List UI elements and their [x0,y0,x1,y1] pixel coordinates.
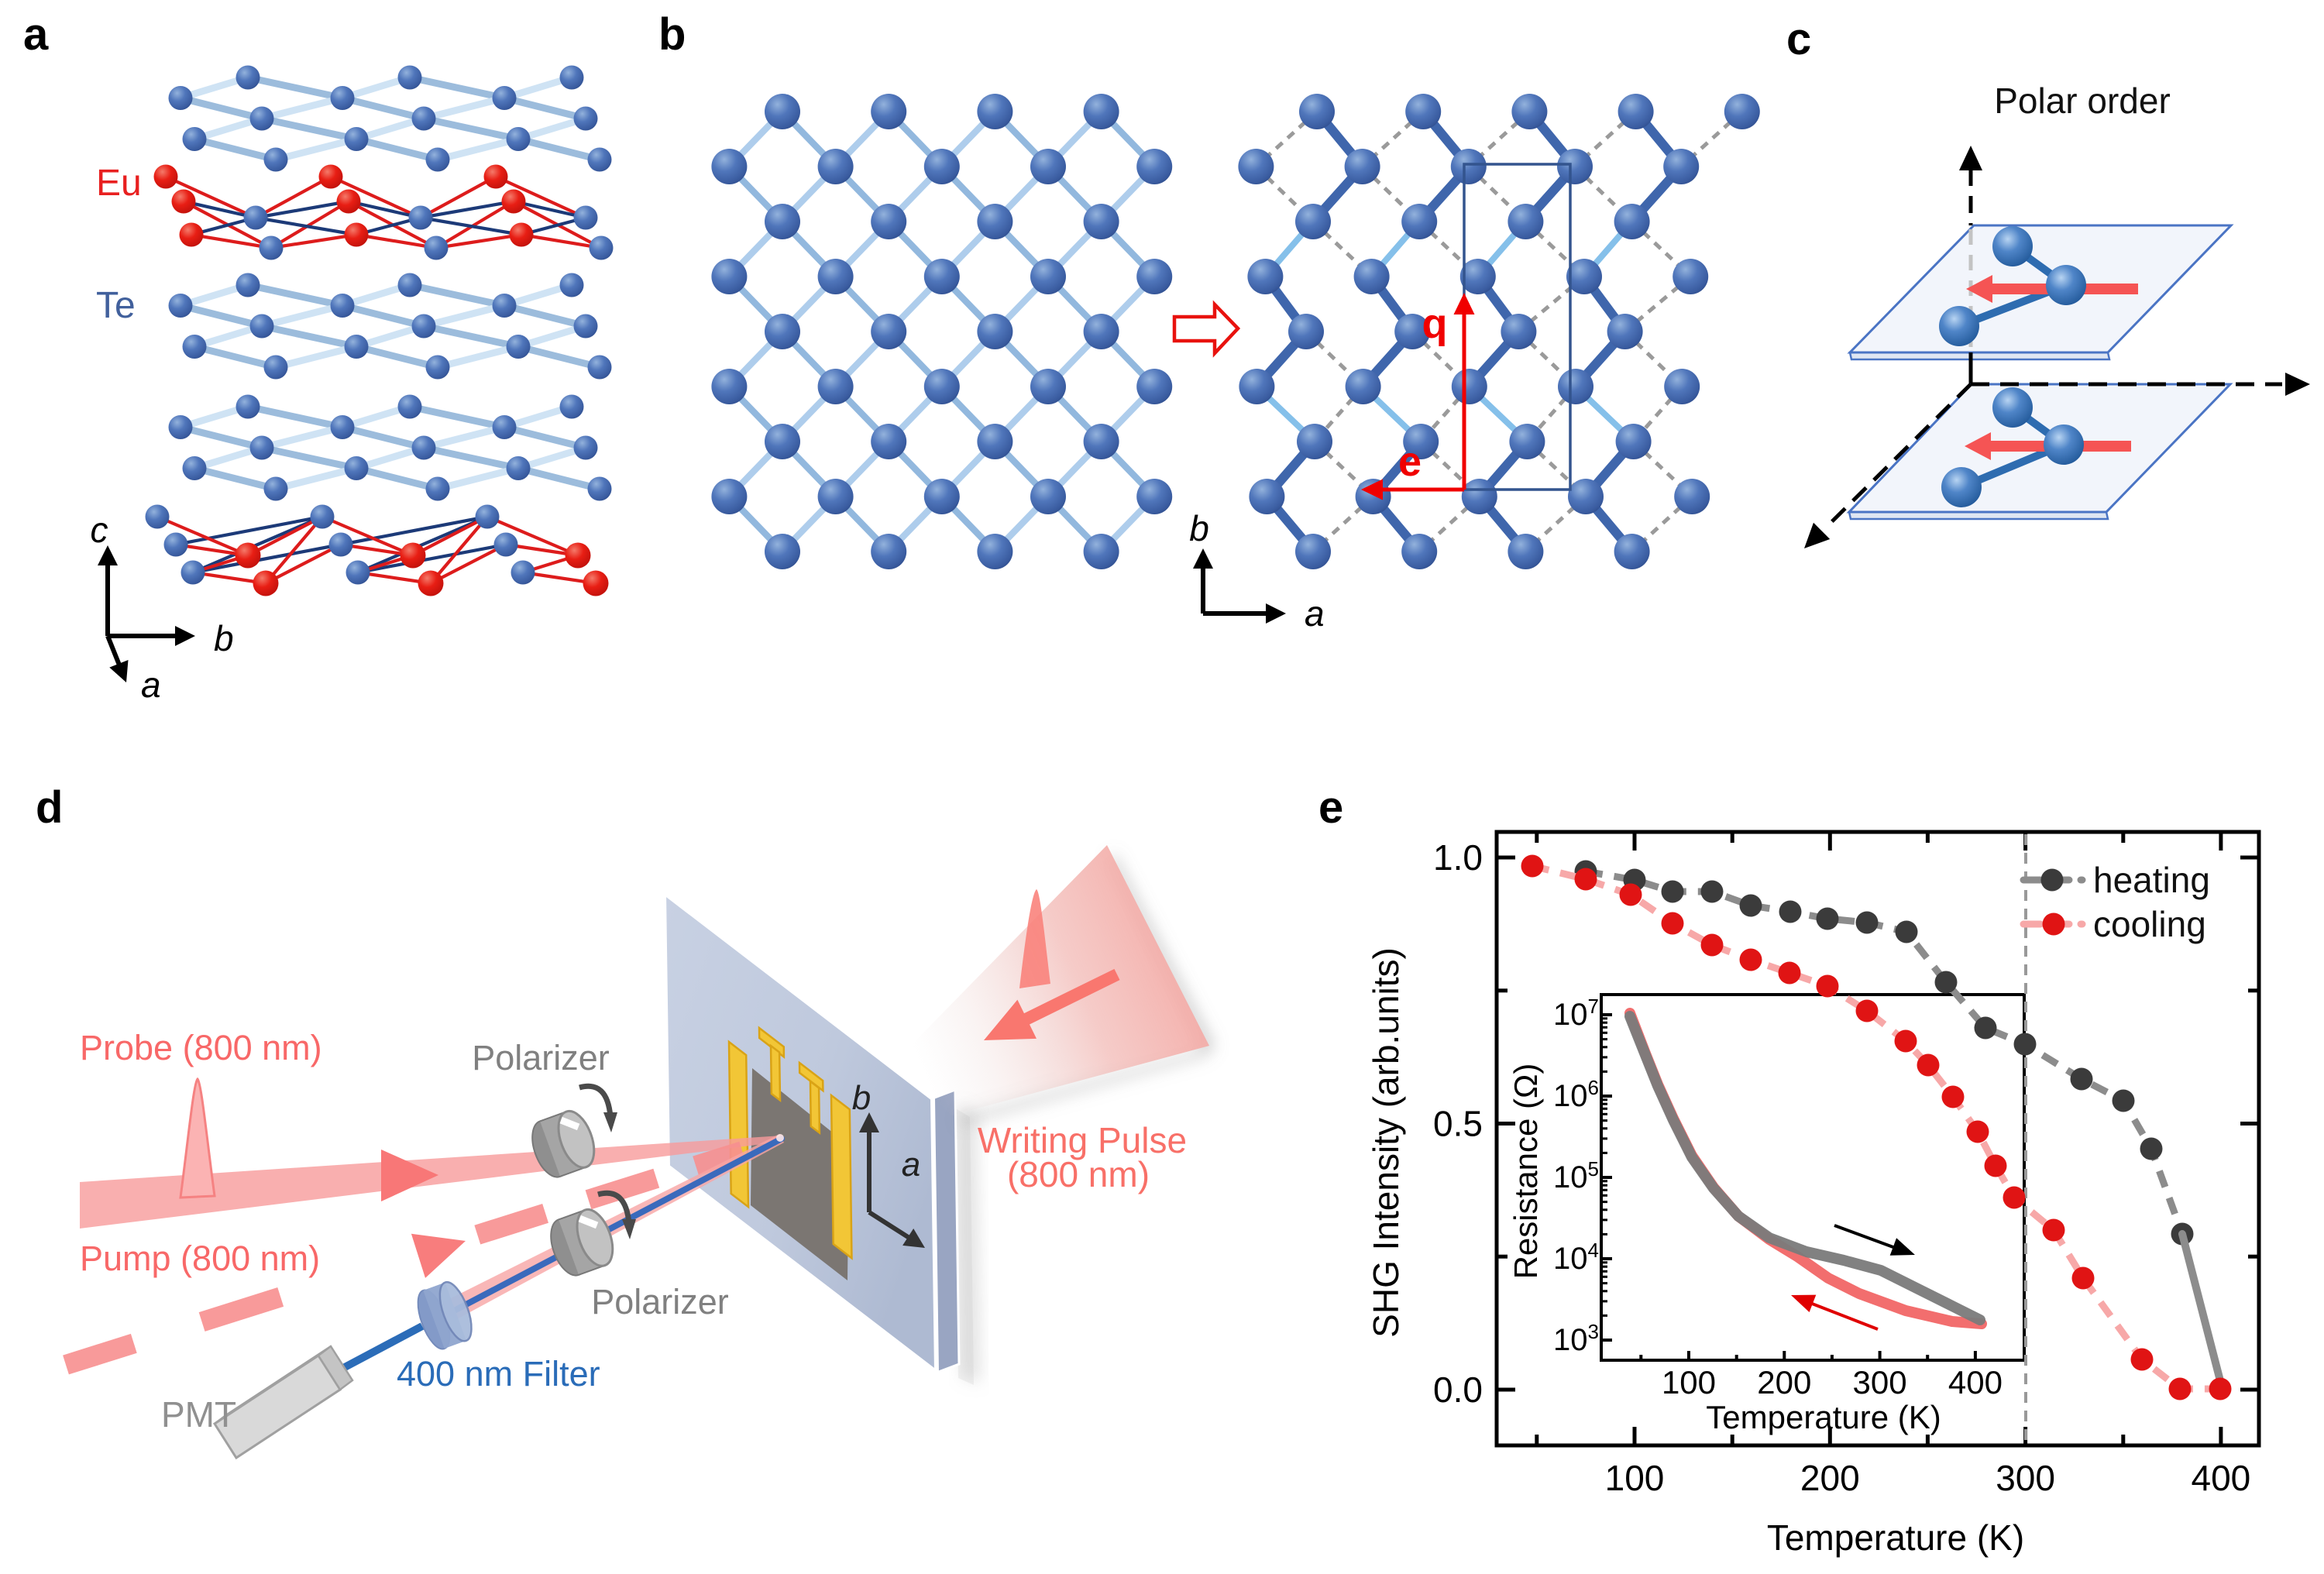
svg-text:Eu: Eu [96,163,142,204]
svg-text:q: q [1422,301,1448,347]
svg-text:b: b [658,9,686,60]
svg-text:e: e [1318,782,1343,833]
svg-text:Te: Te [96,285,136,326]
svg-text:Temperature (K): Temperature (K) [1767,1517,2024,1558]
svg-text:a: a [902,1146,920,1184]
svg-text:Polarizer: Polarizer [591,1282,729,1321]
svg-text:PMT: PMT [161,1394,236,1435]
svg-text:400: 400 [2192,1458,2251,1498]
svg-text:e: e [1398,438,1422,485]
svg-text:a: a [141,665,161,705]
svg-text:Writing Pulse: Writing Pulse [978,1120,1187,1160]
svg-text:0.0: 0.0 [1433,1370,1483,1410]
svg-text:a: a [1305,593,1325,634]
svg-text:1.0: 1.0 [1433,837,1483,878]
svg-text:100: 100 [1605,1458,1665,1498]
svg-text:200: 200 [1800,1458,1860,1498]
svg-text:heating: heating [2093,860,2210,900]
svg-text:Resistance (Ω): Resistance (Ω) [1508,1064,1544,1280]
svg-text:b: b [214,618,234,658]
svg-text:Polar order: Polar order [1994,81,2171,121]
svg-text:400 nm Filter: 400 nm Filter [397,1354,600,1394]
svg-text:(800 nm): (800 nm) [1007,1154,1150,1194]
svg-text:200: 200 [1757,1364,1811,1400]
svg-text:Probe (800 nm): Probe (800 nm) [80,1028,322,1067]
svg-text:b: b [852,1079,871,1117]
svg-text:300: 300 [1996,1458,2055,1498]
svg-text:400: 400 [1948,1364,2003,1400]
svg-text:300: 300 [1853,1364,1907,1400]
svg-text:c: c [91,510,108,550]
svg-text:Temperature (K): Temperature (K) [1706,1399,1941,1435]
svg-text:d: d [36,782,63,833]
svg-text:c: c [1786,14,1811,64]
svg-text:SHG Intensity (arb.units): SHG Intensity (arb.units) [1366,947,1406,1338]
svg-text:b: b [1189,508,1209,548]
svg-text:100: 100 [1662,1364,1716,1400]
svg-text:0.5: 0.5 [1433,1104,1483,1144]
svg-text:a: a [23,9,49,60]
svg-text:Pump (800 nm): Pump (800 nm) [80,1239,320,1278]
svg-text:Polarizer: Polarizer [472,1038,610,1077]
svg-text:cooling: cooling [2093,904,2206,944]
